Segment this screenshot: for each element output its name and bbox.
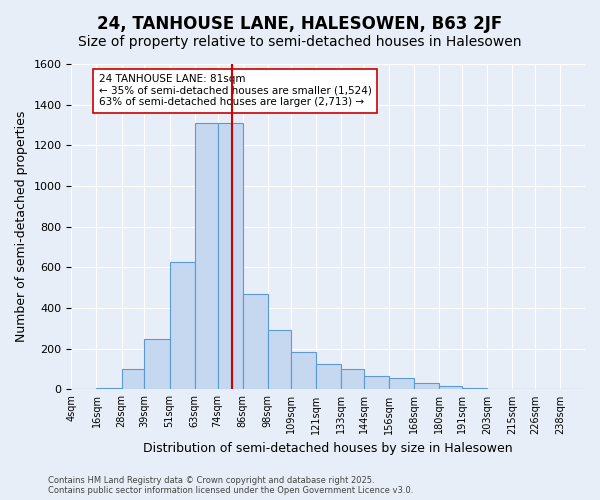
Bar bbox=[268, 330, 290, 390]
Bar bbox=[242, 294, 268, 390]
Bar bbox=[389, 378, 414, 390]
Bar bbox=[364, 376, 389, 390]
Text: Size of property relative to semi-detached houses in Halesowen: Size of property relative to semi-detach… bbox=[78, 35, 522, 49]
Y-axis label: Number of semi-detached properties: Number of semi-detached properties bbox=[15, 111, 28, 342]
Bar bbox=[145, 338, 170, 390]
Text: Contains HM Land Registry data © Crown copyright and database right 2025.
Contai: Contains HM Land Registry data © Crown c… bbox=[48, 476, 413, 495]
Bar bbox=[170, 262, 194, 390]
Bar bbox=[122, 369, 145, 390]
Bar bbox=[97, 388, 122, 390]
Bar bbox=[218, 123, 242, 390]
Bar bbox=[194, 123, 218, 390]
Bar bbox=[462, 388, 487, 390]
Bar bbox=[290, 352, 316, 390]
Bar bbox=[439, 386, 462, 390]
Bar bbox=[316, 364, 341, 390]
Text: 24, TANHOUSE LANE, HALESOWEN, B63 2JF: 24, TANHOUSE LANE, HALESOWEN, B63 2JF bbox=[97, 15, 503, 33]
Text: 24 TANHOUSE LANE: 81sqm
← 35% of semi-detached houses are smaller (1,524)
63% of: 24 TANHOUSE LANE: 81sqm ← 35% of semi-de… bbox=[98, 74, 371, 108]
X-axis label: Distribution of semi-detached houses by size in Halesowen: Distribution of semi-detached houses by … bbox=[143, 442, 513, 455]
Bar bbox=[341, 369, 364, 390]
Bar bbox=[414, 384, 439, 390]
